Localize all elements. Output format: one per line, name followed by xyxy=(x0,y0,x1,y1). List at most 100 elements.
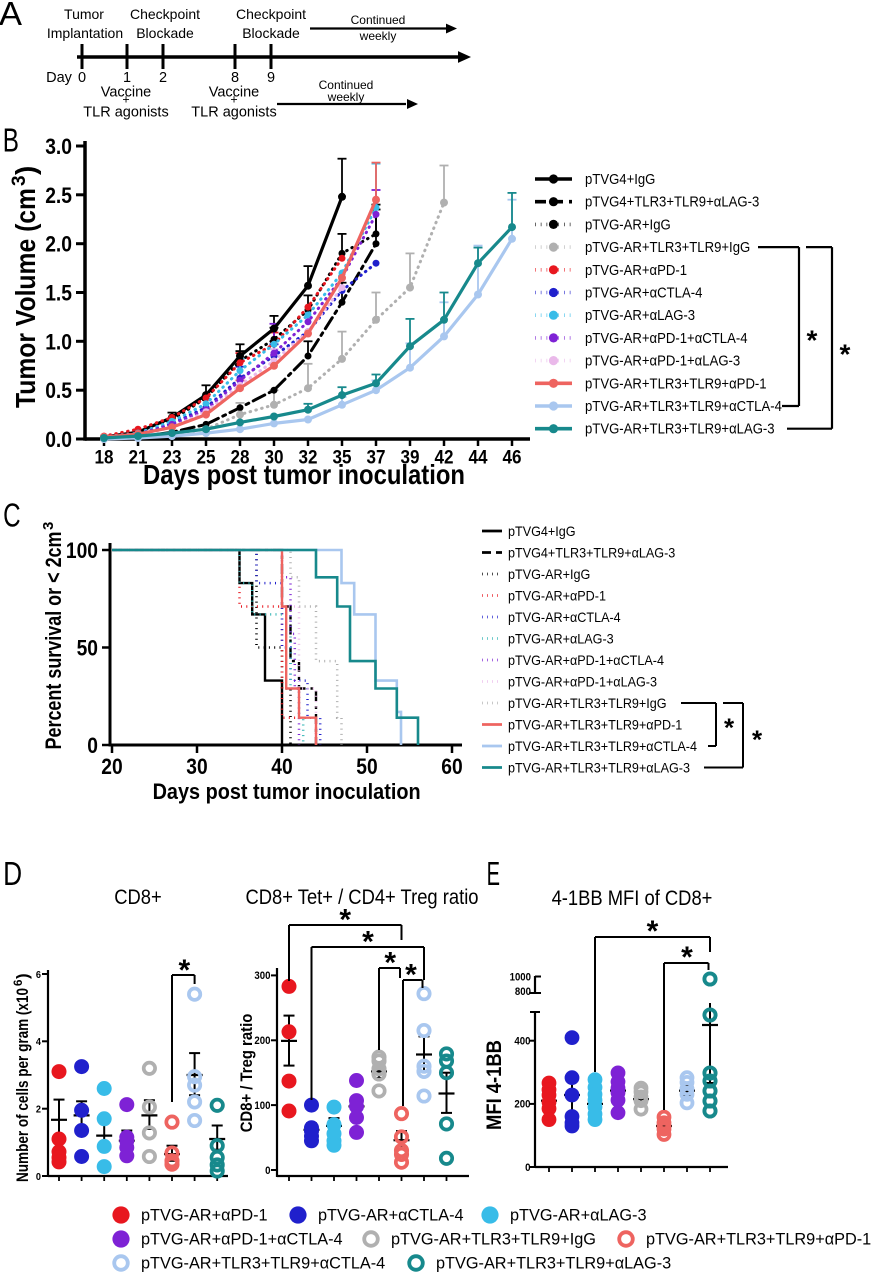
svg-text:6: 6 xyxy=(36,969,41,981)
svg-text:1000: 1000 xyxy=(510,972,531,984)
svg-text:*: * xyxy=(178,954,190,987)
svg-text:2: 2 xyxy=(36,1104,41,1116)
svg-text:28: 28 xyxy=(231,447,250,469)
svg-text:*: * xyxy=(807,324,818,355)
svg-text:32: 32 xyxy=(299,447,318,469)
svg-text:40: 40 xyxy=(271,754,292,779)
svg-text:37: 37 xyxy=(367,447,386,469)
svg-text:pTVG-AR+αLAG-3: pTVG-AR+αLAG-3 xyxy=(585,307,695,324)
svg-text:*: * xyxy=(752,724,763,754)
svg-text:pTVG-AR+αCTLA-4: pTVG-AR+αCTLA-4 xyxy=(585,285,702,302)
svg-text:Continued: Continued xyxy=(319,78,374,92)
svg-text:23: 23 xyxy=(163,447,182,469)
svg-text:pTVG-AR+αCTLA-4: pTVG-AR+αCTLA-4 xyxy=(318,1207,464,1225)
svg-text:B: B xyxy=(3,122,19,159)
svg-text:1: 1 xyxy=(123,70,131,86)
svg-text:Days post tumor inoculation: Days post tumor inoculation xyxy=(143,459,465,490)
svg-text:pTVG-AR+TLR3+TLR9+αPD-1: pTVG-AR+TLR3+TLR9+αPD-1 xyxy=(508,717,682,733)
svg-text:Continued: Continued xyxy=(351,13,406,27)
svg-text:30: 30 xyxy=(265,447,284,469)
svg-text:*: * xyxy=(362,926,374,959)
svg-text:42: 42 xyxy=(435,447,454,469)
svg-text:21: 21 xyxy=(129,447,148,469)
svg-text:Blockade: Blockade xyxy=(242,25,300,41)
svg-text:A: A xyxy=(0,0,23,33)
svg-text:pTVG-AR+αPD-1+αCTLA-4: pTVG-AR+αPD-1+αCTLA-4 xyxy=(141,1231,343,1249)
svg-text:44: 44 xyxy=(469,447,488,469)
svg-text:0: 0 xyxy=(36,1171,41,1183)
svg-text:50: 50 xyxy=(77,636,98,661)
svg-text:4: 4 xyxy=(36,1036,41,1048)
svg-text:2.5: 2.5 xyxy=(45,183,72,208)
svg-text:): ) xyxy=(10,166,41,175)
svg-text:1.0: 1.0 xyxy=(45,329,72,354)
svg-text:39: 39 xyxy=(401,447,420,469)
svg-text:200: 200 xyxy=(514,1099,530,1111)
svg-text:weekly: weekly xyxy=(359,29,397,43)
svg-text:*: * xyxy=(339,904,351,937)
svg-text:+: + xyxy=(230,93,237,107)
svg-text:Checkpoint: Checkpoint xyxy=(130,6,200,22)
svg-text:25: 25 xyxy=(197,447,216,469)
svg-text:Implantation: Implantation xyxy=(47,25,123,41)
svg-text:400: 400 xyxy=(514,1036,530,1048)
svg-text:TLR agonists: TLR agonists xyxy=(83,105,168,121)
svg-text:0: 0 xyxy=(87,733,98,758)
svg-text:pTVG-AR+TLR3+TLR9+IgG: pTVG-AR+TLR3+TLR9+IgG xyxy=(585,239,750,256)
svg-text:pTVG-AR+αCTLA-4: pTVG-AR+αCTLA-4 xyxy=(508,609,621,625)
svg-text:pTVG-AR+TLR3+TLR9+αLAG-3: pTVG-AR+TLR3+TLR9+αLAG-3 xyxy=(436,1255,671,1273)
svg-text:Checkpoint: Checkpoint xyxy=(236,6,306,22)
svg-text:0: 0 xyxy=(265,1165,270,1177)
svg-text:TLR agonists: TLR agonists xyxy=(191,105,276,121)
svg-text:4-1BB MFI of CD8+: 4-1BB MFI of CD8+ xyxy=(552,887,713,910)
svg-text:CD8+: CD8+ xyxy=(114,886,162,909)
svg-text:35: 35 xyxy=(333,447,352,469)
svg-text:CD8+ Tet+ / CD4+ Treg ratio: CD8+ Tet+ / CD4+ Treg ratio xyxy=(246,886,479,909)
svg-text:Day: Day xyxy=(46,70,73,86)
svg-text:3.0: 3.0 xyxy=(45,134,72,159)
svg-text:pTVG-AR+αLAG-3: pTVG-AR+αLAG-3 xyxy=(508,631,614,647)
svg-text:pTVG-AR+TLR3+TLR9+αLAG-3: pTVG-AR+TLR3+TLR9+αLAG-3 xyxy=(508,760,690,776)
svg-text:pTVG-AR+TLR3+TLR9+αLAG-3: pTVG-AR+TLR3+TLR9+αLAG-3 xyxy=(585,421,775,438)
svg-text:Percent survival or < 2cm: Percent survival or < 2cm xyxy=(41,532,66,750)
svg-text:C: C xyxy=(3,497,21,534)
svg-text:pTVG-AR+αPD-1+αCTLA-4: pTVG-AR+αPD-1+αCTLA-4 xyxy=(508,652,664,668)
svg-text:pTVG4+IgG: pTVG4+IgG xyxy=(508,523,576,539)
svg-text:Blockade: Blockade xyxy=(136,25,194,41)
svg-text:pTVG-AR+αPD-1+αCTLA-4: pTVG-AR+αPD-1+αCTLA-4 xyxy=(585,330,748,347)
svg-text:Tumor Volume (cm: Tumor Volume (cm xyxy=(10,188,41,408)
svg-text:800: 800 xyxy=(515,986,531,998)
svg-text:0.5: 0.5 xyxy=(45,378,72,403)
svg-text:46: 46 xyxy=(503,447,522,469)
svg-text:*: * xyxy=(647,915,659,948)
svg-text:*: * xyxy=(840,338,851,369)
svg-text:pTVG-AR+TLR3+TLR9+IgG: pTVG-AR+TLR3+TLR9+IgG xyxy=(391,1231,596,1249)
svg-text:pTVG-AR+TLR3+TLR9+αCTLA-4: pTVG-AR+TLR3+TLR9+αCTLA-4 xyxy=(141,1255,385,1273)
svg-text:): ) xyxy=(13,973,32,979)
svg-text:2: 2 xyxy=(159,70,167,86)
svg-text:pTVG-AR+TLR3+TLR9+αPD-1: pTVG-AR+TLR3+TLR9+αPD-1 xyxy=(646,1231,871,1249)
svg-text:pTVG-AR+TLR3+TLR9+αCTLA-4: pTVG-AR+TLR3+TLR9+αCTLA-4 xyxy=(585,398,782,415)
svg-text:3: 3 xyxy=(9,175,30,186)
svg-text:6: 6 xyxy=(13,980,25,986)
svg-text:100: 100 xyxy=(66,538,98,563)
svg-text:*: * xyxy=(724,712,735,742)
svg-text:1.5: 1.5 xyxy=(45,281,72,306)
svg-text:60: 60 xyxy=(441,754,462,779)
svg-text:30: 30 xyxy=(186,754,207,779)
svg-text:0: 0 xyxy=(525,1162,530,1174)
svg-text:pTVG-AR+αPD-1+αLAG-3: pTVG-AR+αPD-1+αLAG-3 xyxy=(585,353,740,370)
svg-text:+: + xyxy=(122,93,129,107)
svg-text:8: 8 xyxy=(231,70,239,86)
svg-text:pTVG-AR+αPD-1: pTVG-AR+αPD-1 xyxy=(141,1207,268,1225)
svg-text:MFI 4-1BB: MFI 4-1BB xyxy=(483,1040,506,1130)
svg-text:0: 0 xyxy=(78,70,86,86)
svg-text:300: 300 xyxy=(254,970,270,982)
svg-text:0.0: 0.0 xyxy=(45,427,72,452)
svg-text:pTVG-AR+IgG: pTVG-AR+IgG xyxy=(508,566,590,582)
svg-text:2.0: 2.0 xyxy=(45,232,72,257)
svg-text:pTVG4+TLR3+TLR9+αLAG-3: pTVG4+TLR3+TLR9+αLAG-3 xyxy=(508,545,675,561)
svg-text:Vaccine: Vaccine xyxy=(101,85,152,101)
svg-text:9: 9 xyxy=(267,70,275,86)
svg-text:pTVG-AR+αPD-1: pTVG-AR+αPD-1 xyxy=(508,588,606,604)
